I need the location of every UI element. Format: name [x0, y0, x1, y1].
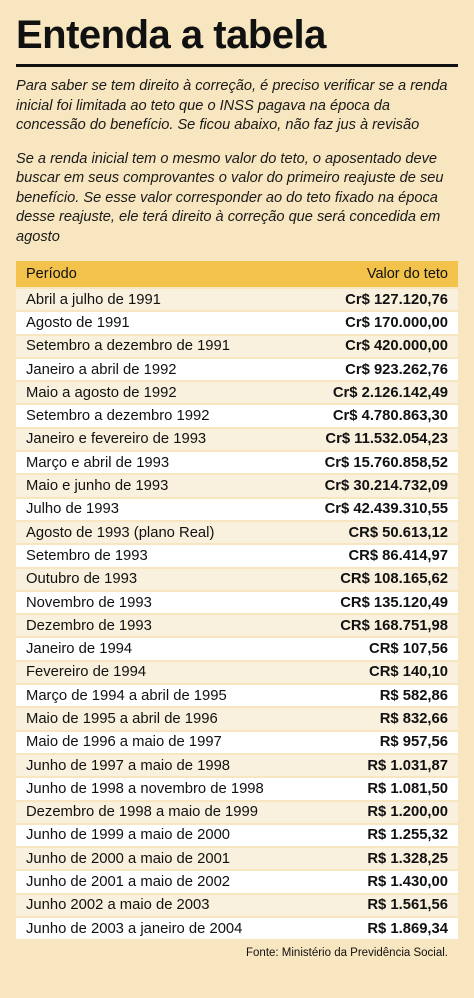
row-value: R$ 1.200,00	[299, 799, 458, 823]
row-value: CR$ 135.120,49	[299, 589, 458, 614]
row-period: Fevereiro de 1994	[16, 659, 300, 684]
title-divider	[16, 64, 458, 67]
row-period: Junho de 1998 a novembro de 1998	[16, 776, 300, 800]
table-row: Setembro a dezembro 1992 Cr$ 4.780.863,30	[16, 403, 458, 427]
row-period: Janeiro a abril de 1992	[16, 356, 300, 381]
row-value: R$ 1.081,50	[299, 776, 458, 800]
row-period: Agosto de 1993 (plano Real)	[16, 519, 300, 544]
page-title: Entenda a tabela	[16, 13, 326, 57]
table-row: Junho de 2001 a maio de 2002 R$ 1.430,00	[16, 869, 458, 893]
row-value: R$ 832,66	[299, 706, 458, 730]
row-value: Cr$ 11.532.054,23	[299, 426, 458, 451]
row-period: Julho de 1993	[16, 496, 300, 520]
row-period: Maio de 1996 a maio de 1997	[16, 729, 300, 753]
row-value: CR$ 50.613,12	[299, 519, 458, 544]
table-row: Junho de 2003 a janeiro de 2004 R$ 1.869,…	[16, 916, 458, 940]
row-period: Dezembro de 1993	[16, 613, 300, 637]
row-value: R$ 1.328,25	[299, 846, 458, 870]
intro-paragraph-2: Se a renda inicial tem o mesmo valor do …	[16, 150, 444, 245]
row-value: CR$ 107,56	[299, 636, 458, 660]
row-value: Cr$ 2.126.142,49	[299, 380, 458, 404]
table-row: Maio de 1996 a maio de 1997 R$ 957,56	[16, 729, 458, 753]
row-period: Junho de 1999 a maio de 2000	[16, 822, 300, 847]
table-row: Junho de 2000 a maio de 2001 R$ 1.328,25	[16, 846, 458, 870]
table-row: Março e abril de 1993 Cr$ 15.760.858,52	[16, 450, 458, 474]
table-row: Junho de 1998 a novembro de 1998 R$ 1.081…	[16, 776, 458, 800]
row-period: Setembro a dezembro 1992	[16, 403, 300, 427]
row-value: R$ 1.869,34	[299, 916, 458, 940]
row-value: Cr$ 923.262,76	[299, 356, 458, 381]
row-value: CR$ 86.414,97	[299, 543, 458, 567]
row-period: Janeiro e fevereiro de 1993	[16, 426, 300, 451]
table-row: Setembro a dezembro de 1991 Cr$ 420.000,0…	[16, 333, 458, 357]
row-value: R$ 1.430,00	[299, 869, 458, 893]
row-value: CR$ 108.165,62	[299, 566, 458, 590]
row-value: R$ 1.255,32	[299, 822, 458, 847]
row-period: Agosto de 1991	[16, 310, 300, 334]
row-value: R$ 1.031,87	[299, 752, 458, 777]
row-period: Janeiro de 1994	[16, 636, 300, 660]
row-period: Junho de 1997 a maio de 1998	[16, 752, 300, 777]
table-row: Abril a julho de 1991 Cr$ 127.120,76	[16, 287, 458, 311]
table-body: Abril a julho de 1991 Cr$ 127.120,76 Agost…	[16, 287, 458, 940]
row-value: Cr$ 420.000,00	[299, 333, 458, 357]
header-value: Valor do teto	[299, 261, 458, 287]
row-period: Março de 1994 a abril de 1995	[16, 683, 300, 707]
table-row: Setembro de 1993 CR$ 86.414,97	[16, 543, 458, 567]
row-period: Outubro de 1993	[16, 566, 300, 590]
row-value: R$ 957,56	[299, 729, 458, 753]
table-row: Janeiro de 1994 CR$ 107,56	[16, 636, 458, 660]
table-row: Janeiro e fevereiro de 1993 Cr$ 11.532.05…	[16, 426, 458, 451]
table-row: Janeiro a abril de 1992 Cr$ 923.262,76	[16, 356, 458, 381]
table-row: Outubro de 1993 CR$ 108.165,62	[16, 566, 458, 590]
row-period: Junho de 2003 a janeiro de 2004	[16, 916, 300, 940]
row-period: Setembro a dezembro de 1991	[16, 333, 300, 357]
row-value: Cr$ 15.760.858,52	[299, 450, 458, 474]
row-period: Dezembro de 1998 a maio de 1999	[16, 799, 300, 823]
table-row: Agosto de 1991 Cr$ 170.000,00	[16, 310, 458, 334]
row-value: CR$ 140,10	[299, 659, 458, 684]
table-row: Julho de 1993 Cr$ 42.439.310,55	[16, 496, 458, 520]
row-period: Junho 2002 a maio de 2003	[16, 892, 300, 917]
table-row: Agosto de 1993 (plano Real) CR$ 50.613,12	[16, 519, 458, 544]
row-value: Cr$ 170.000,00	[299, 310, 458, 334]
row-period: Maio a agosto de 1992	[16, 380, 300, 404]
row-period: Março e abril de 1993	[16, 450, 300, 474]
row-period: Maio de 1995 a abril de 1996	[16, 706, 300, 730]
row-value: R$ 1.561,56	[299, 892, 458, 917]
row-period: Novembro de 1993	[16, 589, 300, 614]
table-row: Fevereiro de 1994 CR$ 140,10	[16, 659, 458, 684]
intro-paragraph-1: Para saber se tem direito à correção, é …	[16, 78, 448, 133]
row-period: Setembro de 1993	[16, 543, 300, 567]
table-row: Maio de 1995 a abril de 1996 R$ 832,66	[16, 706, 458, 730]
row-value: CR$ 168.751,98	[299, 613, 458, 637]
table-header-row: Período Valor do teto	[16, 261, 458, 287]
ceiling-values-table: Período Valor do teto Abril a julho de 1…	[16, 261, 458, 940]
row-value: Cr$ 30.214.732,09	[299, 473, 458, 497]
table-row: Novembro de 1993 CR$ 135.120,49	[16, 589, 458, 614]
row-value: Cr$ 42.439.310,55	[299, 496, 458, 520]
table-row: Março de 1994 a abril de 1995 R$ 582,86	[16, 683, 458, 707]
table-row: Junho de 1999 a maio de 2000 R$ 1.255,32	[16, 822, 458, 847]
table-row: Junho 2002 a maio de 2003 R$ 1.561,56	[16, 892, 458, 917]
row-value: Cr$ 4.780.863,30	[299, 403, 458, 427]
row-period: Junho de 2000 a maio de 2001	[16, 846, 300, 870]
table-row: Dezembro de 1998 a maio de 1999 R$ 1.200,…	[16, 799, 458, 823]
row-period: Abril a julho de 1991	[16, 287, 300, 311]
source-note: Fonte: Ministério da Previdência Social.	[246, 947, 448, 960]
row-value: R$ 582,86	[299, 683, 458, 707]
row-value: Cr$ 127.120,76	[299, 287, 458, 311]
table-row: Maio e junho de 1993 Cr$ 30.214.732,09	[16, 473, 458, 497]
row-period: Maio e junho de 1993	[16, 473, 300, 497]
header-period: Período	[16, 261, 300, 287]
table-row: Junho de 1997 a maio de 1998 R$ 1.031,87	[16, 752, 458, 777]
row-period: Junho de 2001 a maio de 2002	[16, 869, 300, 893]
table-row: Dezembro de 1993 CR$ 168.751,98	[16, 613, 458, 637]
table-row: Maio a agosto de 1992 Cr$ 2.126.142,49	[16, 380, 458, 404]
